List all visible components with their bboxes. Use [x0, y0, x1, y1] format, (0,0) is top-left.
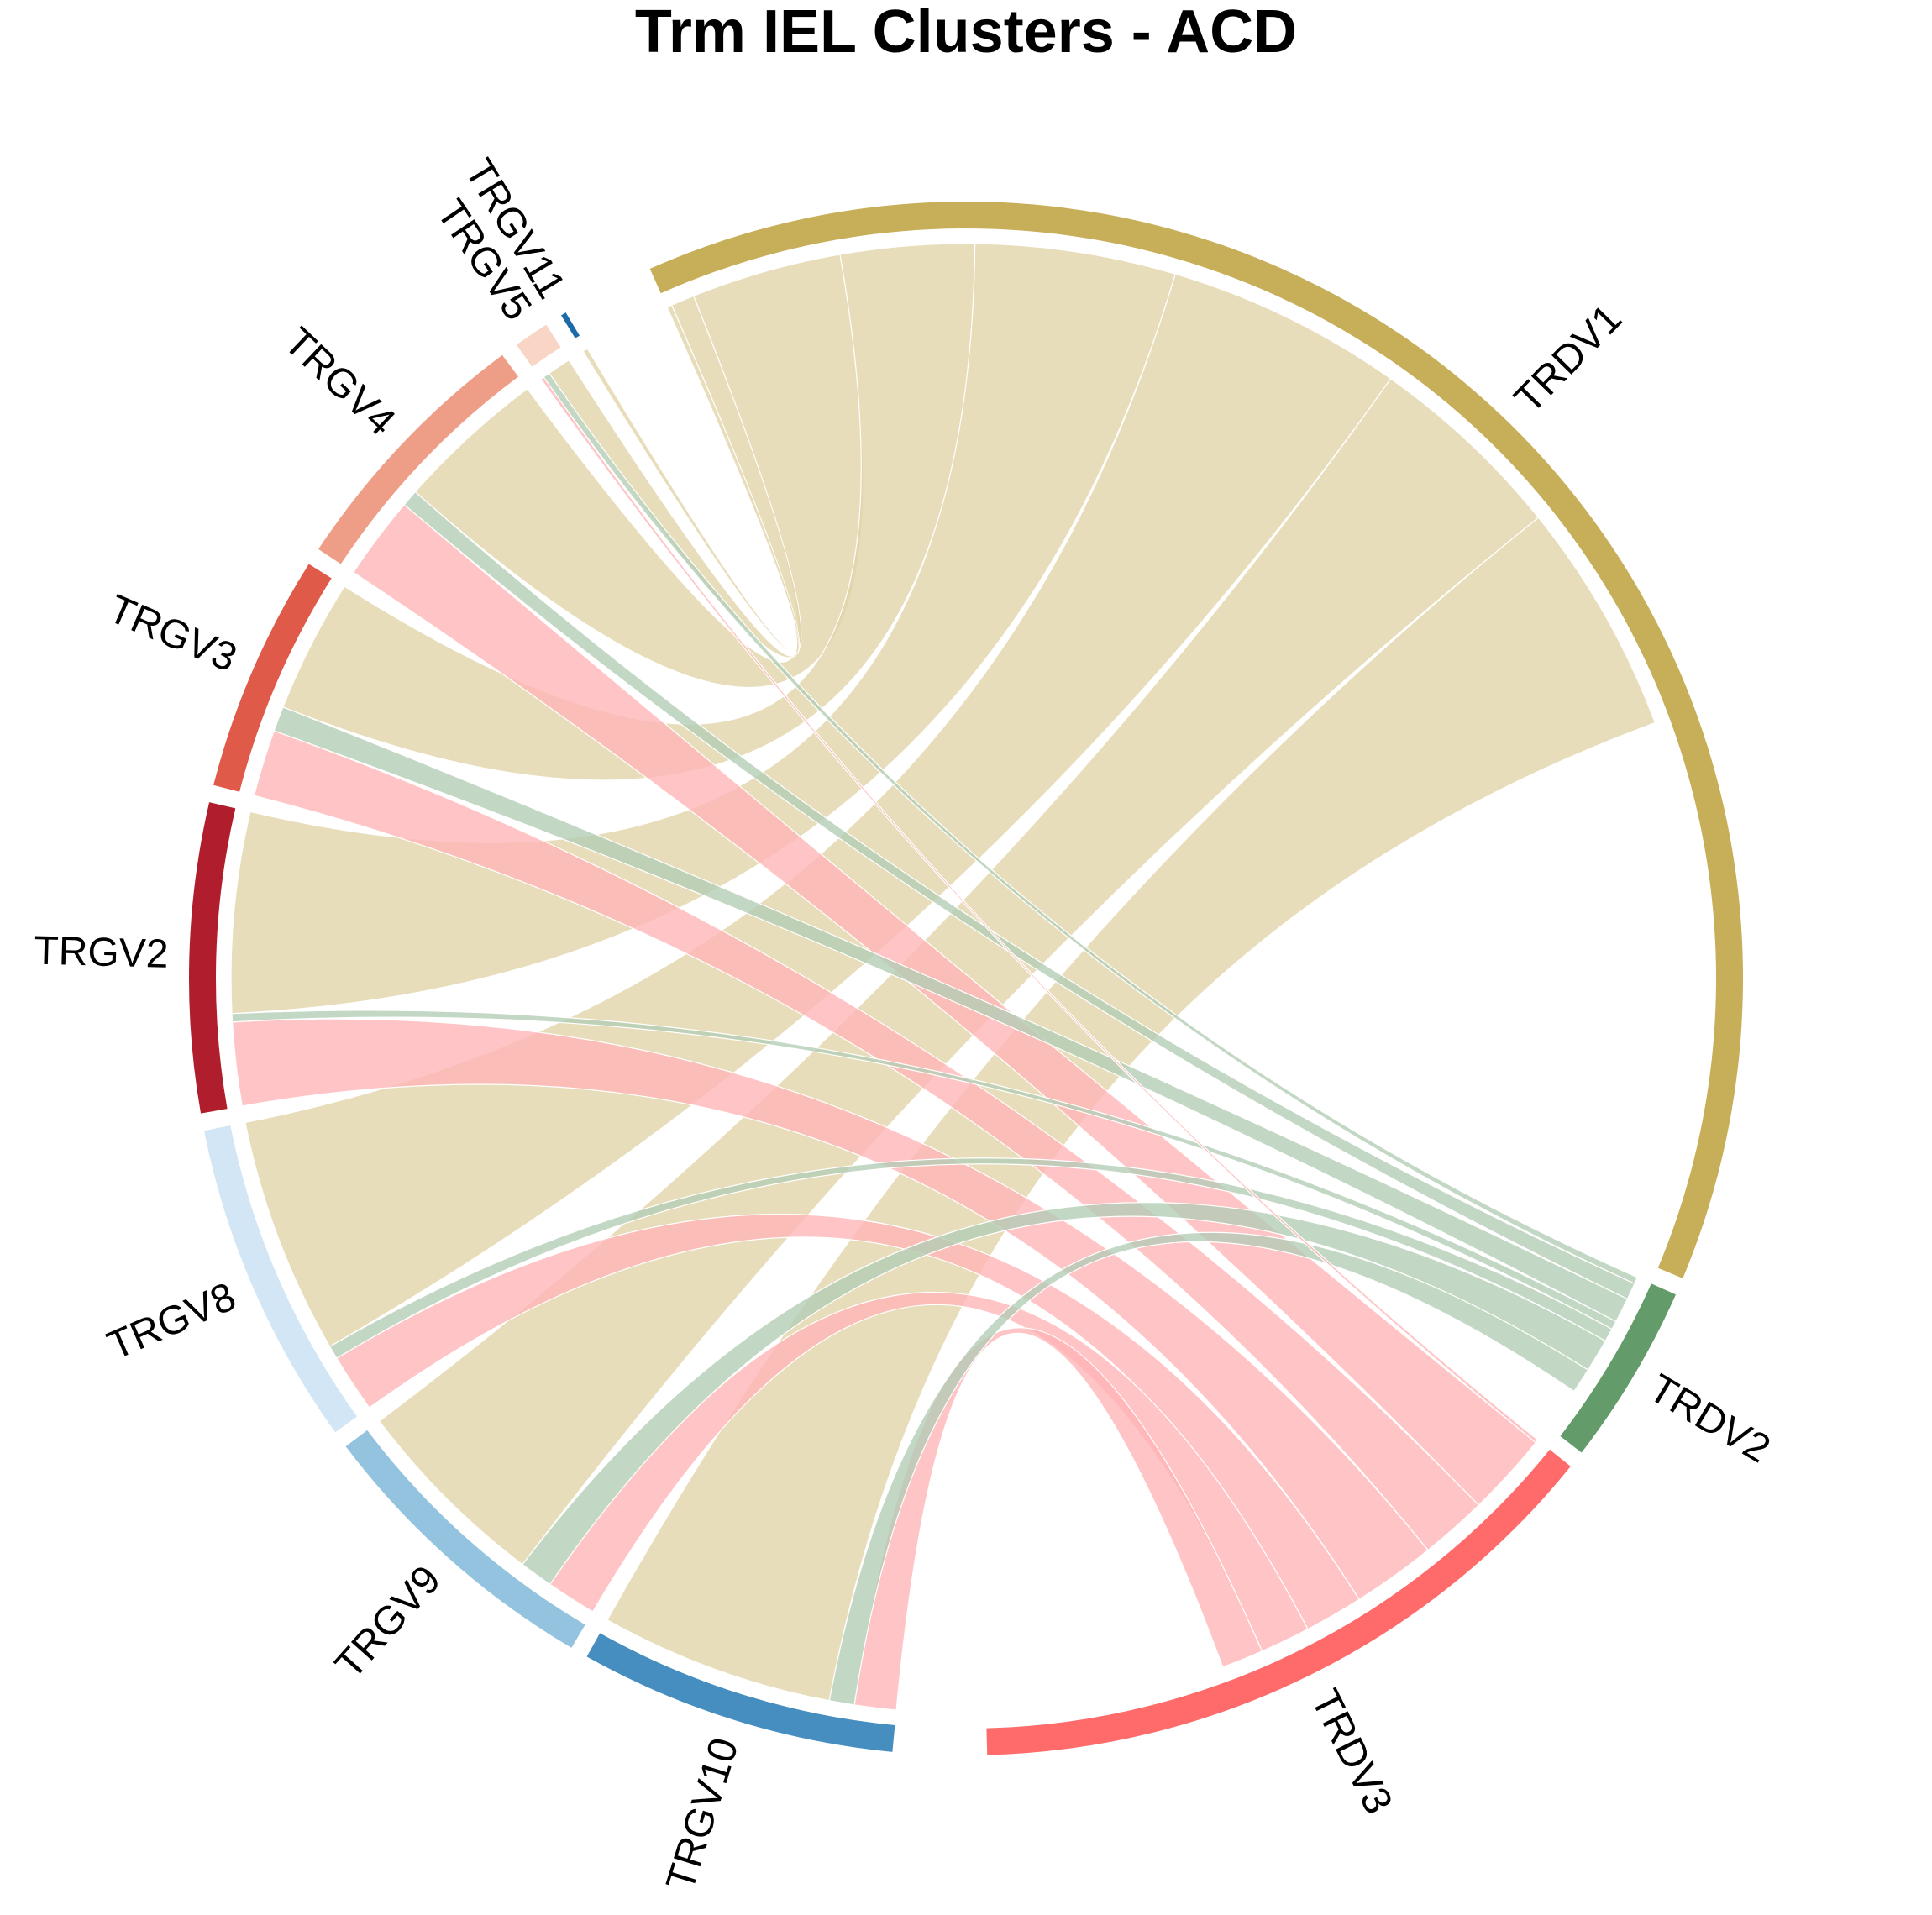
chord-link-trgv3-trdv3 — [253, 730, 1480, 1551]
chord-link-trgv10-trdv2 — [828, 1231, 1589, 1706]
chord-link-trgv5-trdv3 — [540, 376, 1539, 1444]
sector-label-trgv3: TRGV3 — [102, 586, 243, 680]
chord-link-trgv8-trdv3 — [336, 1213, 1360, 1630]
sector-label-trdv1: TRDV1 — [1506, 296, 1630, 422]
sector-label-trgv4: TRGV4 — [276, 319, 404, 444]
chart-title: Trm IEL Clusters - ACD — [634, 0, 1298, 66]
sector-track-trgv3 — [213, 564, 332, 792]
sector-track-trgv2 — [189, 802, 236, 1114]
sector-track-trdv2 — [1560, 1283, 1677, 1453]
chord-link-trgv9-trdv3 — [549, 1291, 1309, 1652]
sector-track-trgv4 — [318, 354, 519, 564]
sector-track-trgv10 — [586, 1633, 895, 1752]
chord-link-trgv5-trdv2 — [543, 372, 1639, 1285]
chord-link-trgv2-trdv2 — [231, 1010, 1617, 1330]
chord-link-trgv11-trdv1 — [582, 304, 801, 654]
sector-tracks — [189, 202, 1743, 1755]
sector-label-trdv3: TRDV3 — [1302, 1682, 1400, 1821]
sector-label-trgv2: TRGV2 — [34, 929, 169, 977]
sector-label-trgv10: TRGV10 — [659, 1733, 748, 1896]
sector-label-trgv8: TRGV8 — [101, 1274, 242, 1368]
sector-track-trdv3 — [986, 1449, 1571, 1755]
sector-track-trgv9 — [345, 1430, 585, 1648]
chord-links — [230, 243, 1656, 1711]
sector-track-trgv11 — [561, 312, 580, 338]
sector-track-trgv5 — [516, 324, 561, 367]
sector-label-trdv2: TRDV2 — [1641, 1366, 1777, 1472]
sector-label-trgv9: TRGV9 — [327, 1557, 449, 1687]
sector-track-trgv8 — [203, 1125, 358, 1433]
